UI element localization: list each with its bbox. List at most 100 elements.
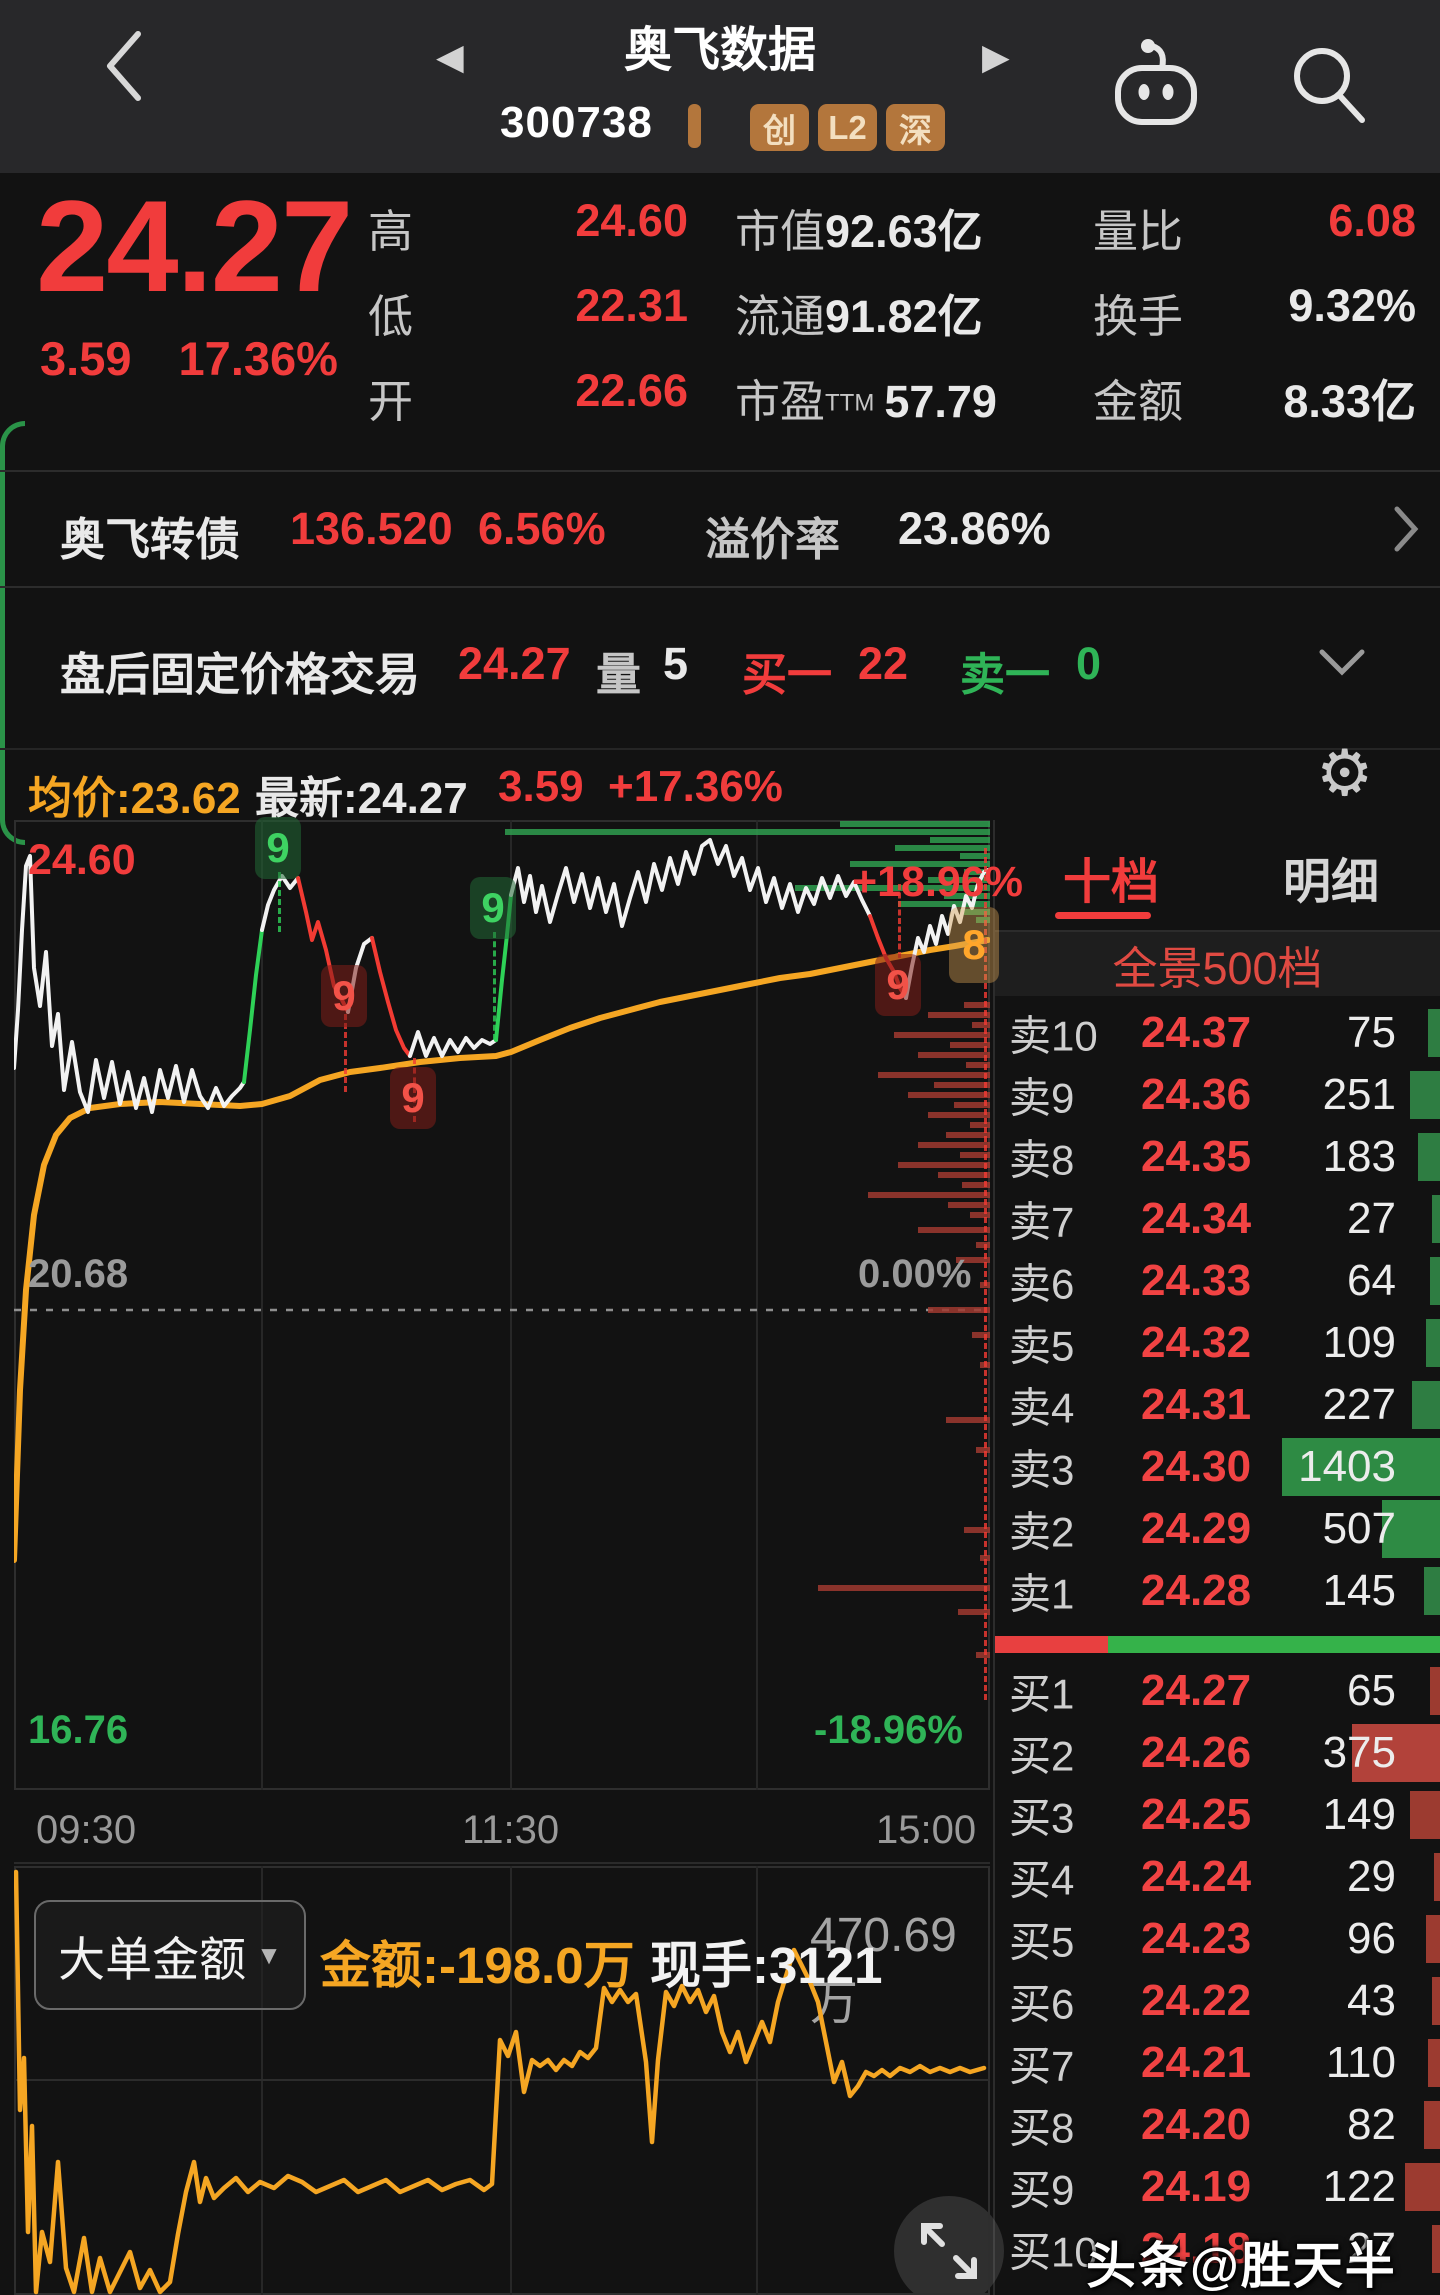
minute-chart[interactable]: 24.60 +18.96% 20.68 0.00% 16.76 -18.96% … xyxy=(14,817,1023,1790)
order-volume: 109 xyxy=(1322,1318,1396,1367)
volume-profile-bar-green xyxy=(930,837,990,843)
change-pct: 17.36% xyxy=(178,332,338,385)
depth-bar xyxy=(1432,1195,1440,1243)
stat-open-value: 22.66 xyxy=(575,365,688,416)
stat-amount: 金额 xyxy=(1093,376,1184,427)
order-level-label: 买7 xyxy=(1009,2042,1075,2090)
volume-profile-bar-red xyxy=(956,1257,990,1263)
volume-profile-bar-red xyxy=(950,1042,990,1048)
chevron-right-icon xyxy=(1394,506,1419,552)
gear-icon[interactable]: ⚙ xyxy=(1316,737,1374,809)
order-row-buy-买1[interactable]: 买1 24.27 65 xyxy=(995,1660,1440,1722)
depth-bar xyxy=(1418,1133,1440,1181)
order-row-buy-买9[interactable]: 买9 24.19 122 xyxy=(995,2156,1440,2218)
last-price-label: 最新:24.27 xyxy=(255,774,468,823)
chart-mid-label: 20.68 xyxy=(28,1252,129,1296)
volume-profile-bar-red xyxy=(970,1212,990,1218)
signal-badge-9: 9 xyxy=(470,877,516,939)
order-row-buy-买4[interactable]: 买4 24.24 29 xyxy=(995,1846,1440,1908)
next-stock-icon[interactable]: ▶ xyxy=(982,36,1010,77)
avg-price-label: 均价:23.62 xyxy=(28,774,241,823)
watermark: 头条@胜天半半子 xyxy=(1086,2238,1397,2294)
prev-stock-icon[interactable]: ◀ xyxy=(436,36,464,77)
order-level-label: 买4 xyxy=(1009,1856,1075,1904)
order-price: 24.33 xyxy=(1141,1256,1252,1305)
volume-profile-bar-green xyxy=(960,853,990,859)
order-volume: 64 xyxy=(1347,1256,1396,1305)
order-row-sell-卖3[interactable]: 卖3 24.30 1403 xyxy=(995,1436,1440,1498)
indicator-selector[interactable]: 大单金额 ▼ xyxy=(34,1900,306,2010)
chart-high-label: 24.60 xyxy=(28,836,136,884)
volume-profile-bar-green xyxy=(898,901,990,907)
chart-border xyxy=(14,820,990,1790)
order-volume: 149 xyxy=(1322,1790,1396,1839)
order-price: 24.36 xyxy=(1141,1070,1252,1119)
order-row-sell-卖1[interactable]: 卖1 24.28 145 xyxy=(995,1560,1440,1622)
marker-dashed-line xyxy=(898,884,901,958)
marker-dashed-line xyxy=(278,872,281,932)
order-level-label: 卖6 xyxy=(1009,1260,1075,1308)
order-row-buy-买10[interactable]: 买10 24.18 27 xyxy=(995,2218,1440,2280)
stat-amount-value: 8.33亿 xyxy=(1283,376,1416,427)
after-hours-row[interactable]: 盘后固定价格交易 24.27 量 5 买一 22 卖一 0 xyxy=(0,586,1440,748)
order-row-buy-买8[interactable]: 买8 24.20 82 xyxy=(995,2094,1440,2156)
order-price: 24.30 xyxy=(1141,1442,1252,1491)
order-row-buy-买5[interactable]: 买5 24.23 96 xyxy=(995,1908,1440,1970)
order-row-sell-卖4[interactable]: 卖4 24.31 227 xyxy=(995,1374,1440,1436)
order-row-buy-买3[interactable]: 买3 24.25 149 xyxy=(995,1784,1440,1846)
depth-bar xyxy=(1426,1319,1440,1367)
volume-profile-bar-red xyxy=(928,1112,990,1118)
order-row-buy-买6[interactable]: 买6 24.22 43 xyxy=(995,1970,1440,2032)
marker-dashed-line xyxy=(344,1014,347,1092)
order-row-sell-卖6[interactable]: 卖6 24.33 64 xyxy=(995,1250,1440,1312)
panorama-500-banner[interactable]: 全景500档 xyxy=(995,932,1440,996)
order-level-label: 卖7 xyxy=(1009,1198,1075,1246)
bid-ask-ratio-bar xyxy=(995,1636,1440,1653)
bond-pct: 6.56% xyxy=(478,503,606,554)
search-icon[interactable] xyxy=(1286,42,1372,132)
volume-profile-bar-red xyxy=(954,1102,990,1108)
stat-low: 低 xyxy=(368,291,414,342)
order-row-sell-卖10[interactable]: 卖10 24.37 75 xyxy=(995,1002,1440,1064)
order-price: 24.27 xyxy=(1141,1666,1252,1715)
convertible-bond-row[interactable]: 奥飞转债 136.520 6.56% 溢价率 23.86% xyxy=(0,470,1440,586)
volume-profile-bar-green xyxy=(976,917,990,923)
badge-shen: 深 xyxy=(886,104,945,151)
order-row-sell-卖2[interactable]: 卖2 24.29 507 xyxy=(995,1498,1440,1560)
big-order-chart[interactable]: 470.69万 大单金额 ▼ 金额:-198.0万 现手:3121 xyxy=(14,1866,990,2295)
order-row-sell-卖9[interactable]: 卖9 24.36 251 xyxy=(995,1064,1440,1126)
order-row-sell-卖8[interactable]: 卖8 24.35 183 xyxy=(995,1126,1440,1188)
back-icon[interactable] xyxy=(102,28,146,104)
depth-bar xyxy=(1432,2225,1440,2273)
volume-profile-bar-red xyxy=(946,1417,990,1423)
order-level-label: 卖1 xyxy=(1009,1570,1075,1618)
stat-high: 高 xyxy=(368,206,414,257)
volume-profile-bar-red xyxy=(962,1182,990,1188)
expand-chart-button[interactable] xyxy=(894,2196,1004,2295)
depth-bar xyxy=(1424,1567,1440,1615)
volume-profile-bar-red xyxy=(946,1132,990,1138)
volume-profile-bar-green xyxy=(505,829,990,835)
order-price: 24.28 xyxy=(1141,1566,1252,1615)
order-level-label: 买1 xyxy=(1009,1670,1075,1718)
depth-bar xyxy=(1424,2101,1440,2149)
stat-volratio-value: 6.08 xyxy=(1328,195,1416,246)
order-row-sell-卖7[interactable]: 卖7 24.34 27 xyxy=(995,1188,1440,1250)
market-badges: 创 L2 深 xyxy=(750,104,945,151)
order-volume: 27 xyxy=(1347,2224,1396,2273)
robot-assistant-icon[interactable] xyxy=(1110,38,1202,128)
order-volume: 65 xyxy=(1347,1666,1396,1715)
tab-ten-levels[interactable]: 十档 xyxy=(1063,856,1160,909)
minute-chart-header: 均价:23.62 最新:24.27 3.59 +17.36% ⚙ xyxy=(0,737,1440,823)
signal-badge-8: 8 xyxy=(949,907,999,983)
order-volume: 29 xyxy=(1347,1852,1396,1901)
order-row-buy-买2[interactable]: 买2 24.26 375 xyxy=(995,1722,1440,1784)
order-row-buy-买7[interactable]: 买7 24.21 110 xyxy=(995,2032,1440,2094)
order-price: 24.19 xyxy=(1141,2162,1252,2211)
ratio-red-segment xyxy=(995,1636,1108,1653)
order-price: 24.37 xyxy=(1141,1008,1252,1057)
tab-details[interactable]: 明细 xyxy=(1283,856,1380,909)
order-row-sell-卖5[interactable]: 卖5 24.32 109 xyxy=(995,1312,1440,1374)
order-price: 24.22 xyxy=(1141,1976,1252,2025)
chart-pct-mid-label: 0.00% xyxy=(858,1252,972,1296)
